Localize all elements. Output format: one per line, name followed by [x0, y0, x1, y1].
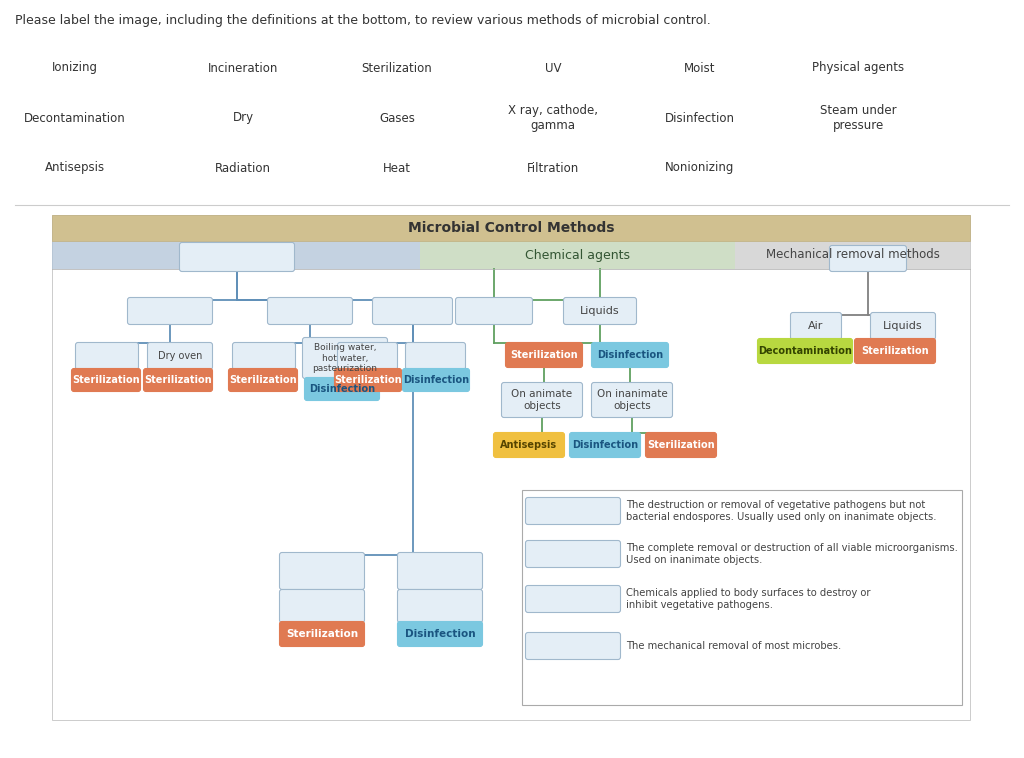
Text: Disinfection: Disinfection — [402, 375, 469, 385]
Text: Sterilization: Sterilization — [510, 350, 578, 360]
Text: The complete removal or destruction of all viable microorganisms.
Used on inanim: The complete removal or destruction of a… — [626, 543, 957, 565]
Text: Heat: Heat — [383, 161, 411, 174]
FancyBboxPatch shape — [645, 433, 717, 458]
FancyBboxPatch shape — [72, 368, 140, 391]
Text: Dry oven: Dry oven — [158, 351, 202, 361]
Text: UV: UV — [545, 61, 561, 74]
Text: Moist: Moist — [684, 61, 716, 74]
FancyBboxPatch shape — [592, 343, 669, 368]
FancyBboxPatch shape — [870, 312, 936, 340]
FancyBboxPatch shape — [52, 241, 420, 269]
FancyBboxPatch shape — [563, 297, 637, 324]
FancyBboxPatch shape — [522, 490, 962, 705]
Text: Radiation: Radiation — [215, 161, 271, 174]
FancyBboxPatch shape — [232, 343, 296, 369]
FancyBboxPatch shape — [147, 343, 213, 369]
FancyBboxPatch shape — [228, 368, 298, 391]
Text: Sterilization: Sterilization — [144, 375, 212, 385]
Text: Liquids: Liquids — [883, 321, 923, 331]
FancyBboxPatch shape — [397, 622, 482, 647]
Text: Chemicals applied to body surfaces to destroy or
inhibit vegetative pathogens.: Chemicals applied to body surfaces to de… — [626, 588, 870, 609]
Text: Filtration: Filtration — [527, 161, 580, 174]
Text: X ray, cathode,
gamma: X ray, cathode, gamma — [508, 104, 598, 132]
Text: Boiling water,
hot water,
pasteurization: Boiling water, hot water, pasteurization — [312, 343, 378, 373]
FancyBboxPatch shape — [179, 243, 295, 271]
FancyBboxPatch shape — [791, 312, 842, 340]
Text: Mechanical removal methods: Mechanical removal methods — [766, 249, 939, 262]
FancyBboxPatch shape — [494, 433, 564, 458]
Text: Disinfection: Disinfection — [404, 629, 475, 639]
Text: Incineration: Incineration — [208, 61, 279, 74]
Text: Ionizing: Ionizing — [52, 61, 98, 74]
FancyBboxPatch shape — [397, 590, 482, 622]
FancyBboxPatch shape — [829, 246, 906, 271]
FancyBboxPatch shape — [280, 622, 365, 647]
FancyBboxPatch shape — [280, 590, 365, 622]
Text: Sterilization: Sterilization — [334, 375, 401, 385]
FancyBboxPatch shape — [402, 368, 469, 391]
Text: Antisepsis: Antisepsis — [501, 440, 557, 450]
FancyBboxPatch shape — [525, 540, 621, 568]
FancyBboxPatch shape — [502, 383, 583, 418]
FancyBboxPatch shape — [456, 297, 532, 324]
FancyBboxPatch shape — [397, 553, 482, 590]
Text: Air: Air — [808, 321, 823, 331]
Text: Disinfection: Disinfection — [309, 384, 375, 394]
FancyBboxPatch shape — [267, 297, 352, 324]
FancyBboxPatch shape — [525, 585, 621, 612]
FancyBboxPatch shape — [280, 553, 365, 590]
Text: Gases: Gases — [379, 111, 415, 124]
FancyBboxPatch shape — [735, 241, 970, 269]
FancyBboxPatch shape — [128, 297, 213, 324]
Text: The mechanical removal of most microbes.: The mechanical removal of most microbes. — [626, 641, 842, 651]
FancyBboxPatch shape — [406, 343, 466, 369]
Text: The destruction or removal of vegetative pathogens but not
bacterial endospores.: The destruction or removal of vegetative… — [626, 500, 937, 522]
FancyBboxPatch shape — [335, 368, 401, 391]
Text: Steam under
pressure: Steam under pressure — [819, 104, 896, 132]
FancyBboxPatch shape — [76, 343, 138, 369]
FancyBboxPatch shape — [143, 368, 213, 391]
FancyBboxPatch shape — [569, 433, 640, 458]
Text: Disinfection: Disinfection — [665, 111, 735, 124]
Text: Microbial Control Methods: Microbial Control Methods — [408, 221, 614, 235]
FancyBboxPatch shape — [525, 497, 621, 525]
FancyBboxPatch shape — [304, 377, 380, 400]
FancyBboxPatch shape — [592, 383, 673, 418]
FancyBboxPatch shape — [373, 297, 453, 324]
FancyBboxPatch shape — [758, 339, 853, 364]
FancyBboxPatch shape — [854, 339, 936, 364]
FancyBboxPatch shape — [302, 337, 387, 378]
Text: Liquids: Liquids — [581, 306, 620, 316]
FancyBboxPatch shape — [52, 215, 970, 241]
FancyBboxPatch shape — [338, 343, 397, 369]
Text: On inanimate
objects: On inanimate objects — [597, 389, 668, 411]
FancyBboxPatch shape — [525, 632, 621, 659]
Text: Disinfection: Disinfection — [597, 350, 664, 360]
Text: Decontamination: Decontamination — [25, 111, 126, 124]
Text: Sterilization: Sterilization — [861, 346, 929, 356]
Text: Please label the image, including the definitions at the bottom, to review vario: Please label the image, including the de… — [15, 14, 711, 27]
Text: Sterilization: Sterilization — [286, 629, 358, 639]
Text: Dry: Dry — [232, 111, 254, 124]
Text: On animate
objects: On animate objects — [511, 389, 572, 411]
Text: Antisepsis: Antisepsis — [45, 161, 105, 174]
Text: Sterilization: Sterilization — [229, 375, 297, 385]
FancyBboxPatch shape — [420, 241, 735, 269]
Text: Disinfection: Disinfection — [572, 440, 638, 450]
Text: Chemical agents: Chemical agents — [525, 249, 630, 262]
Text: Sterilization: Sterilization — [647, 440, 715, 450]
Text: Sterilization: Sterilization — [72, 375, 140, 385]
Text: Physical agents: Physical agents — [812, 61, 904, 74]
Text: Decontamination: Decontamination — [758, 346, 852, 356]
FancyBboxPatch shape — [506, 343, 583, 368]
Text: Sterilization: Sterilization — [361, 61, 432, 74]
Text: Nonionizing: Nonionizing — [666, 161, 734, 174]
